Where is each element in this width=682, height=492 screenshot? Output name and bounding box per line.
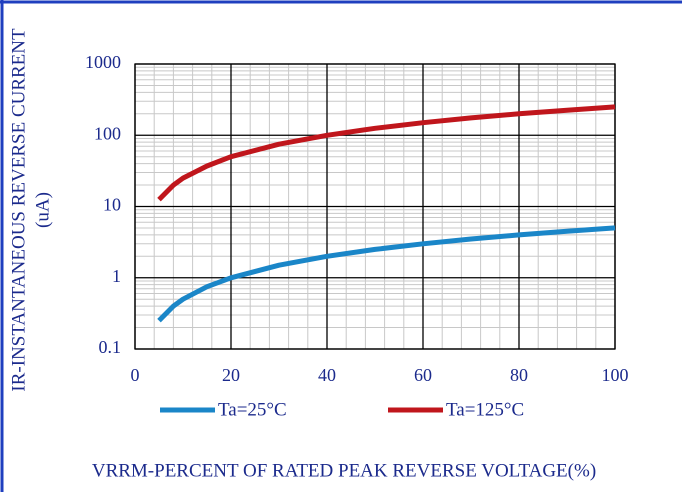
x-tick-label: 0 (131, 365, 140, 385)
plot-border (134, 63, 616, 350)
x-axis-label: VRRM-PERCENT OF RATED PEAK REVERSE VOLTA… (92, 460, 596, 481)
x-tick-label: 40 (318, 365, 336, 385)
series-line (157, 225, 616, 323)
legend-label: Ta=125°C (446, 399, 524, 420)
y-tick-label: 1000 (85, 52, 121, 72)
legend-label: Ta=25°C (218, 399, 287, 420)
y-axis-label-unit: (uA) (32, 192, 53, 228)
x-tick-label: 80 (510, 365, 528, 385)
y-tick-label: 10 (103, 195, 121, 215)
series-line (157, 104, 616, 202)
y-tick-label: 1 (112, 266, 121, 286)
y-tick-label: 100 (94, 123, 121, 143)
x-tick-label: 20 (222, 365, 240, 385)
y-axis-label: IR-INSTANTANEOUS REVERSE CURRENT (8, 28, 29, 392)
y-tick-label: 0.1 (99, 337, 122, 357)
x-tick-label: 60 (414, 365, 432, 385)
x-tick-label: 100 (602, 365, 629, 385)
